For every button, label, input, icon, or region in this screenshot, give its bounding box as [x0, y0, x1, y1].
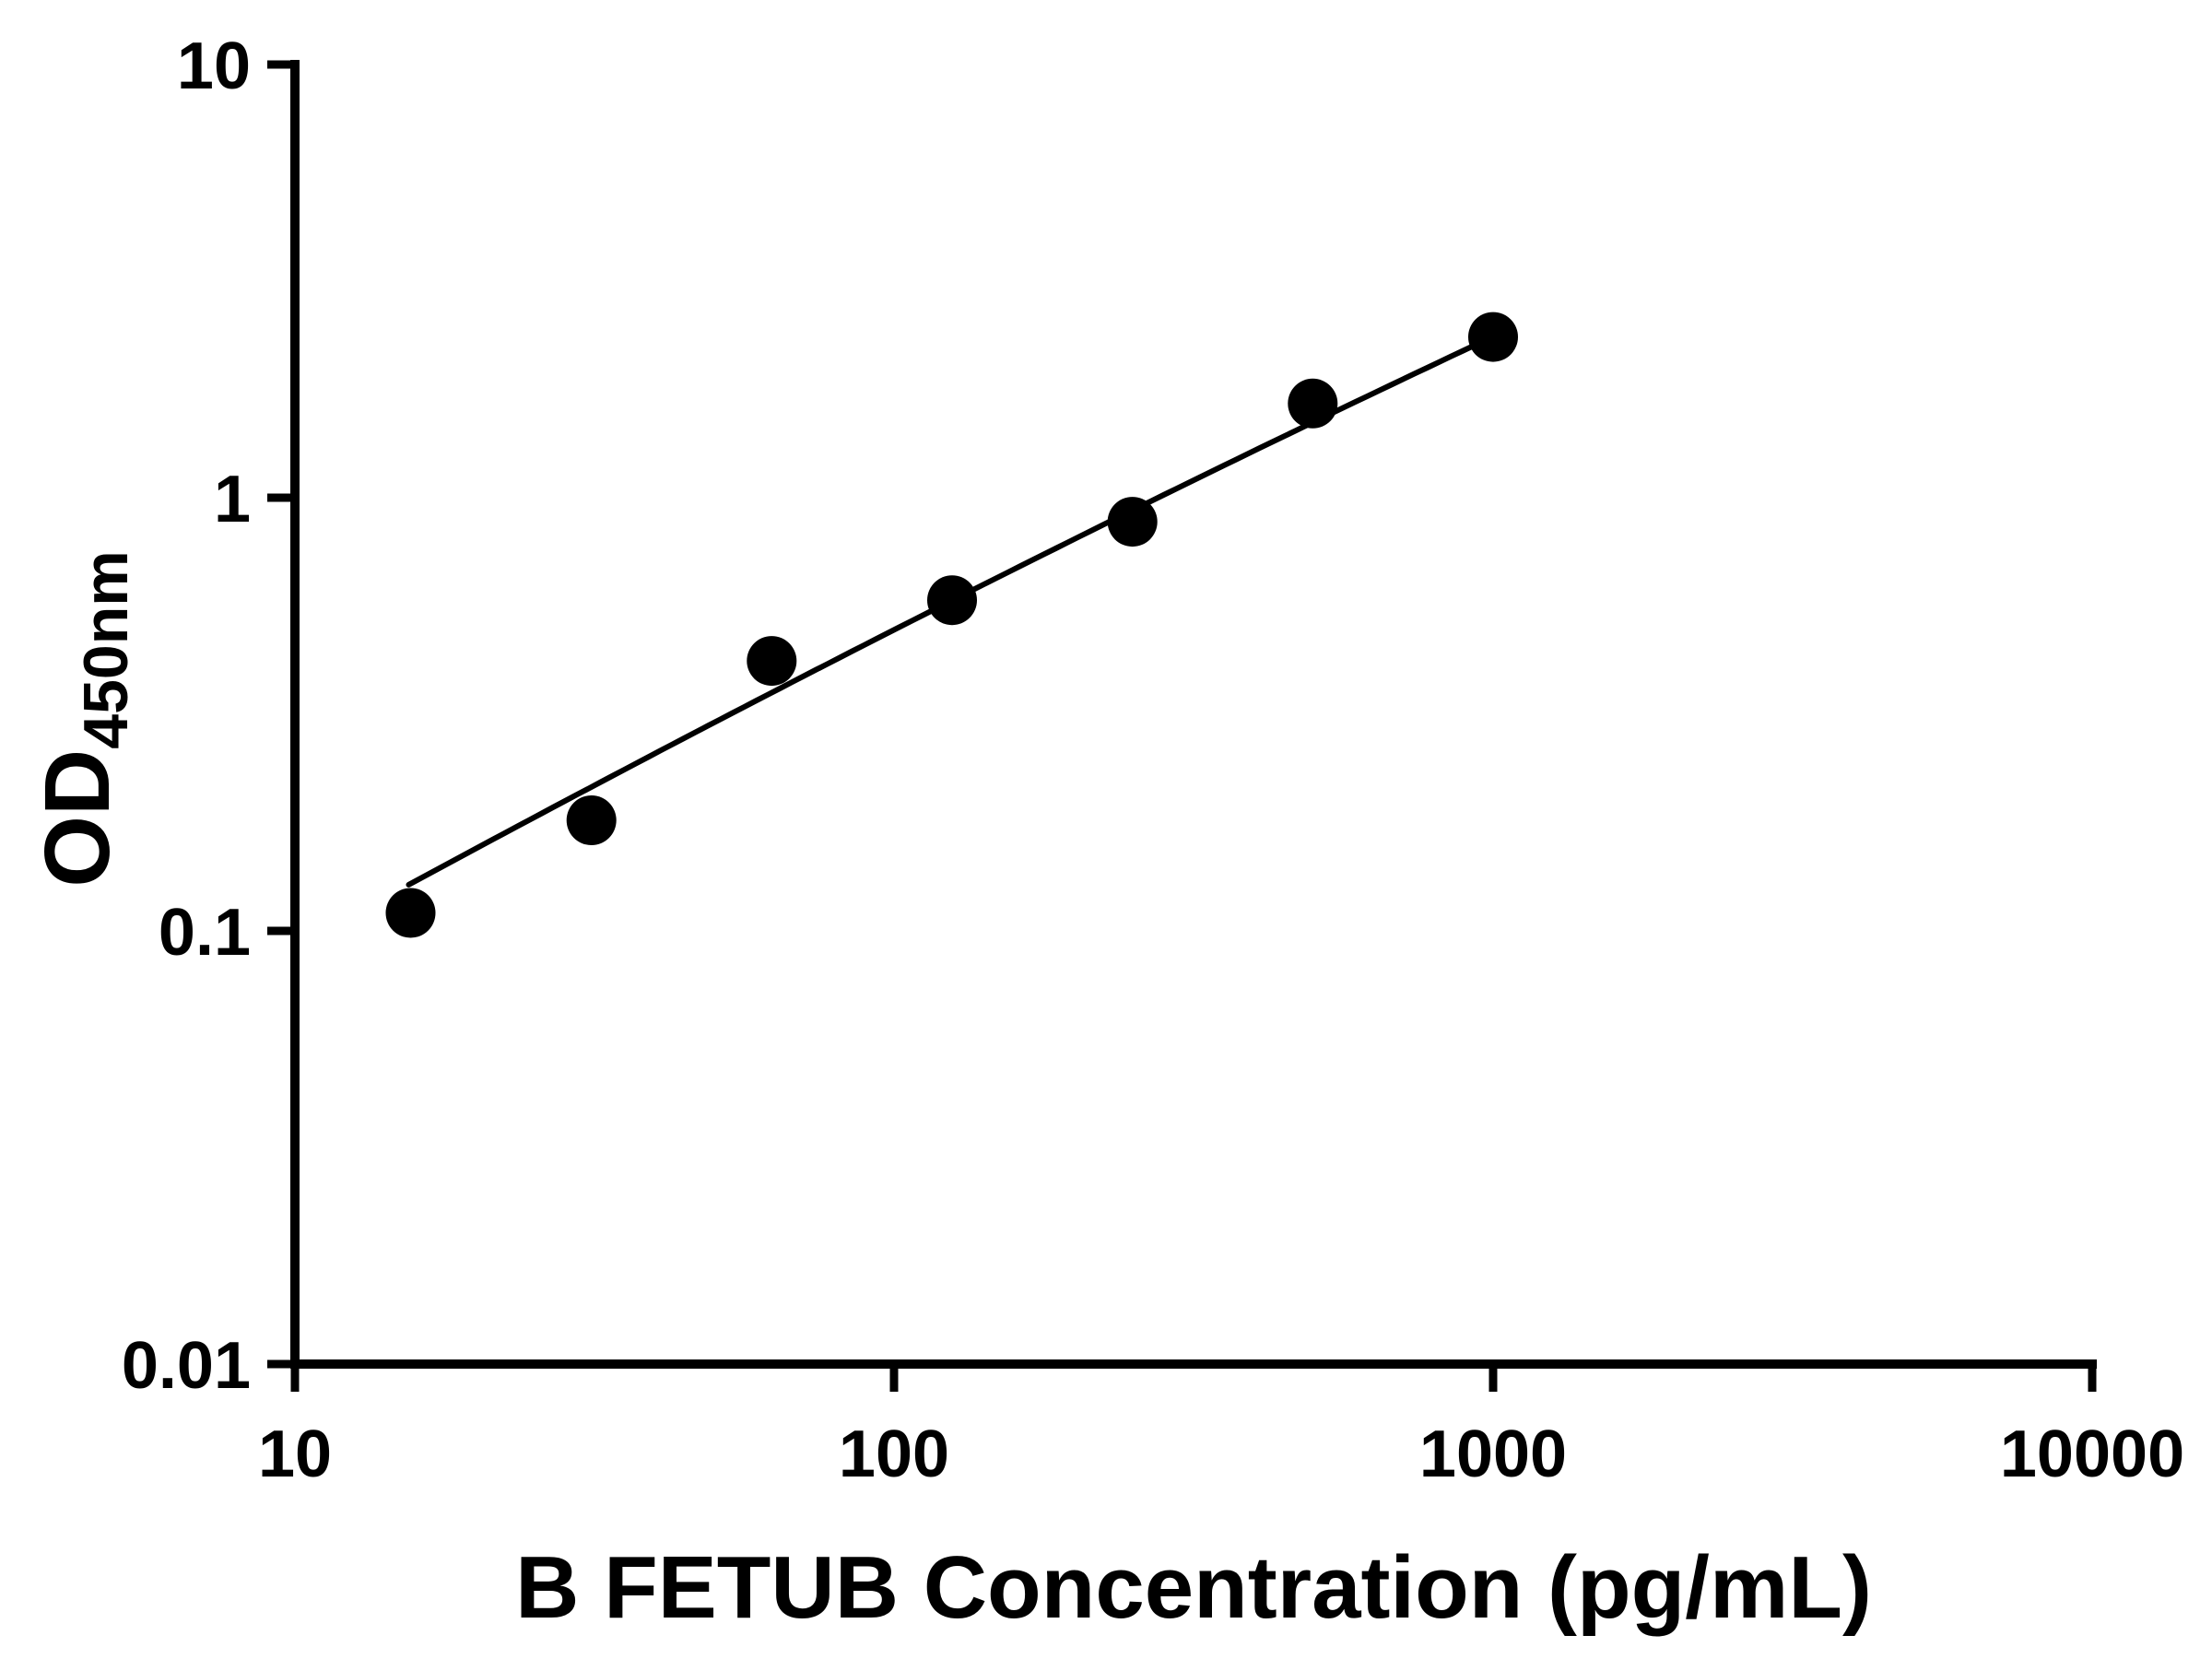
data-points-group [385, 312, 1518, 938]
data-point [747, 636, 797, 687]
y-tick-label: 0.1 [159, 896, 251, 970]
data-point [1107, 497, 1158, 547]
data-point [927, 575, 977, 626]
x-tick-label: 10000 [2000, 1418, 2184, 1491]
y-tick-label: 0.01 [122, 1329, 251, 1403]
y-axis-title-main: OD [26, 749, 129, 888]
y-axis-title: OD450nm [26, 550, 141, 887]
y-tick-label: 1 [214, 463, 251, 536]
data-point [1288, 378, 1338, 429]
x-axis-title: B FETUB Concentration (pg/mL) [515, 1538, 1872, 1637]
axes: 10 100 1000 10000 0.01 0.1 1 10 [122, 29, 2184, 1491]
data-point [566, 795, 617, 845]
x-tick-label: 1000 [1419, 1418, 1567, 1491]
y-tick-label: 10 [177, 29, 251, 103]
axis-titles-group: B FETUB Concentration (pg/mL) OD450nm [26, 550, 1872, 1637]
data-point [385, 888, 436, 938]
data-point [1468, 312, 1518, 362]
x-tick-label: 100 [839, 1418, 949, 1491]
y-axis-title-subscript: 450nm [71, 550, 141, 748]
x-tick-label: 10 [258, 1418, 332, 1491]
